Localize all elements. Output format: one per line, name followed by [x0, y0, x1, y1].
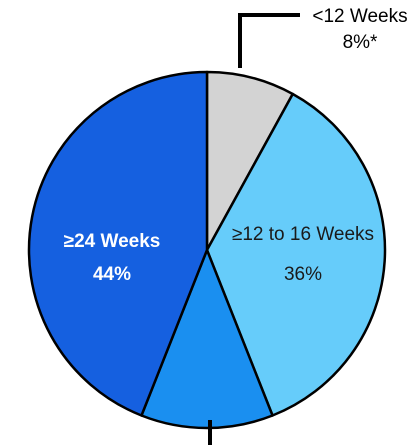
pie-slice-under-12-weeks: [205, 70, 295, 252]
slice-label-24-weeks: ≥24 Weeks: [64, 231, 161, 252]
slice-value-24-weeks: 44%: [93, 264, 131, 285]
slice-label-under-12-weeks: <12 Weeks: [312, 6, 407, 27]
slice-label-12-to-16-weeks: ≥12 to 16 Weeks: [232, 224, 374, 245]
leader-line-under-12-weeks: [238, 13, 300, 68]
pie-slices: [27, 70, 387, 430]
leader-lines: [208, 13, 300, 445]
pie-slice-unlabeled: [140, 248, 274, 430]
slice-value-under-12-weeks: 8%*: [343, 32, 378, 53]
slice-value-12-to-16-weeks: 36%: [284, 264, 322, 285]
slice-labels: <12 Weeks 8%* ≥12 to 16 Weeks 36% ≥24 We…: [64, 6, 408, 285]
pie-slice-24-weeks: [27, 70, 209, 417]
pie-slice-12-to-16-weeks: [205, 92, 387, 417]
